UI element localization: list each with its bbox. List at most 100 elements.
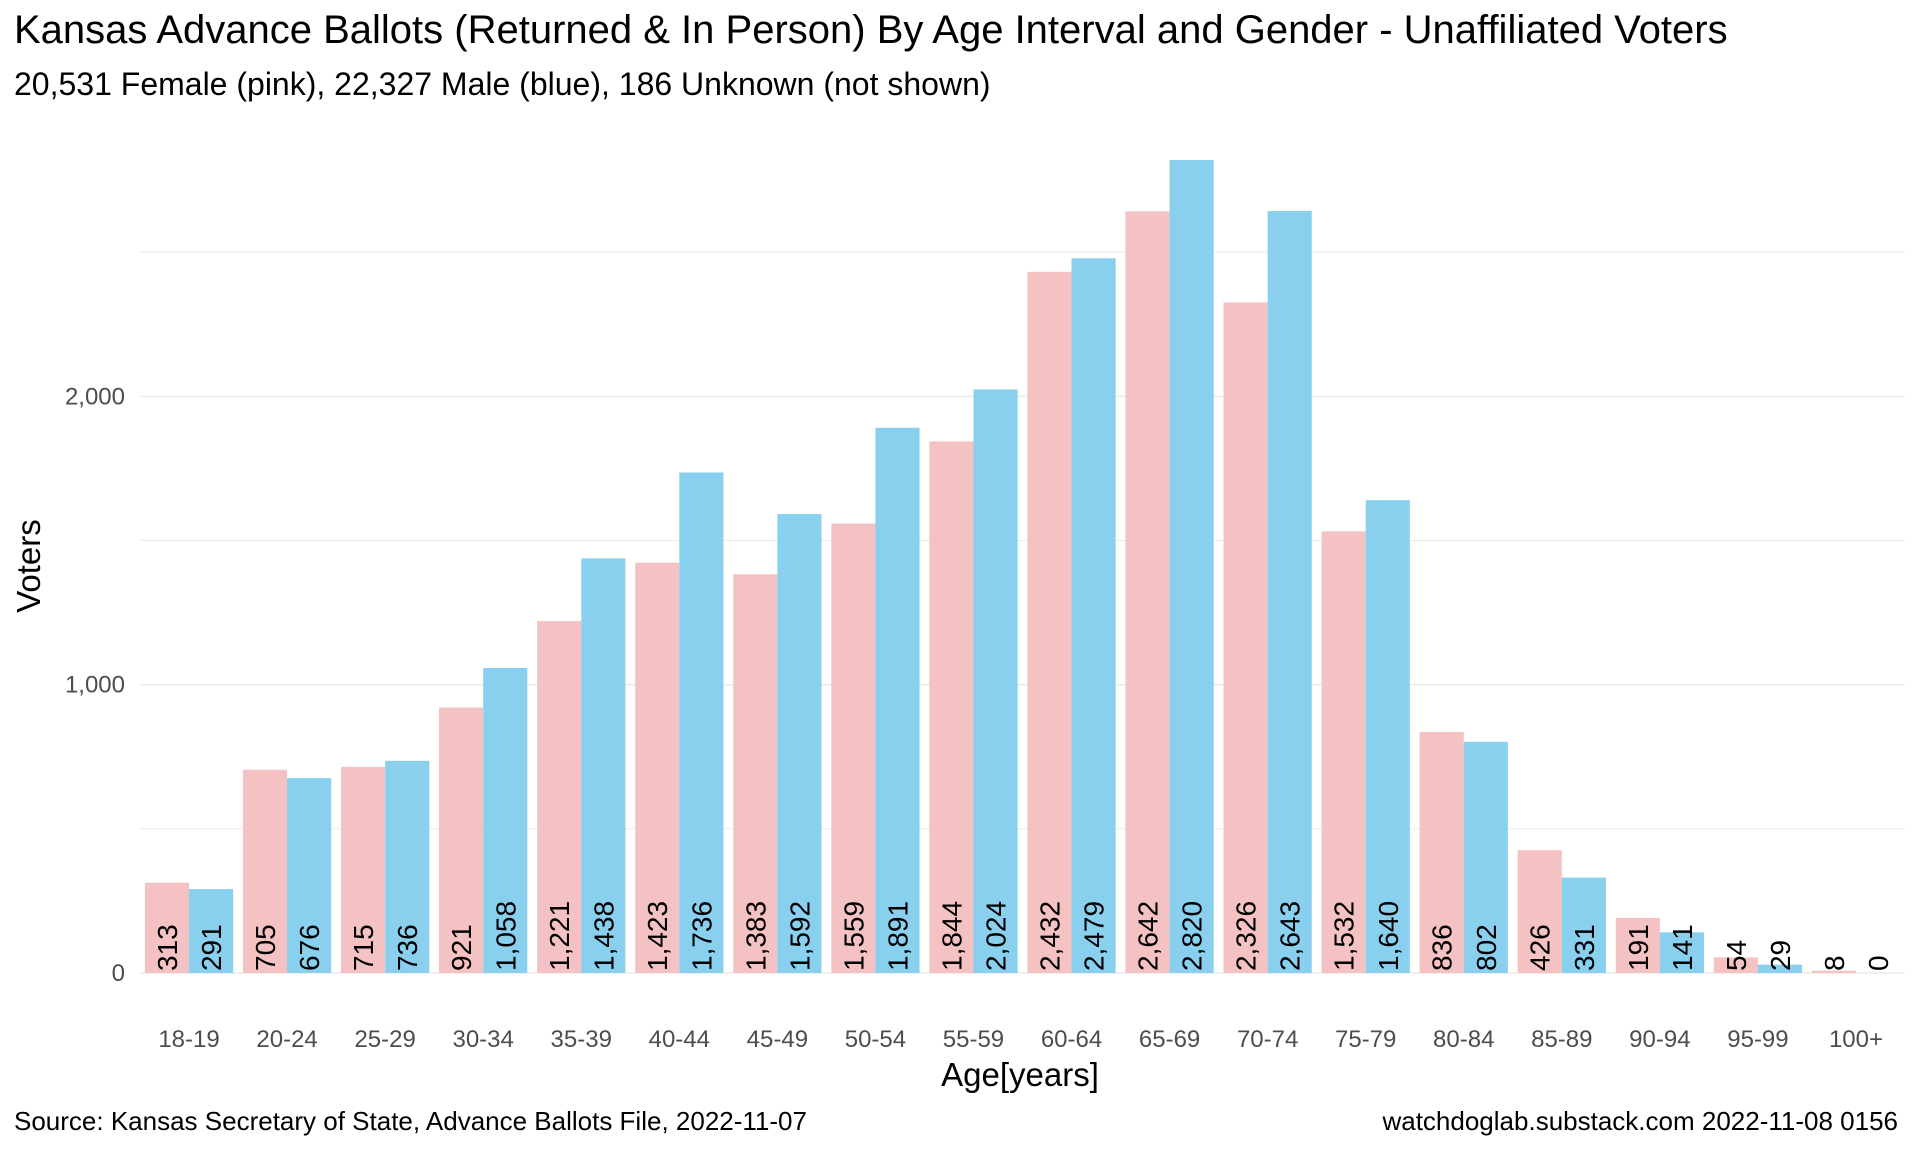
- x-tick-label: 50-54: [845, 1026, 906, 1053]
- bar-value-label: 54: [1721, 940, 1752, 971]
- bar-value-label: 29: [1765, 940, 1796, 971]
- female-bar: [341, 766, 386, 973]
- bar-value-label: 736: [392, 924, 423, 971]
- bar-value-label: 291: [196, 924, 227, 971]
- bar-value-label: 1,423: [642, 901, 673, 971]
- x-tick-label: 70-74: [1237, 1026, 1298, 1053]
- female-bar: [1713, 957, 1758, 973]
- x-tick-label: 90-94: [1629, 1026, 1690, 1053]
- female-bar: [1419, 731, 1464, 973]
- bar-value-label: 802: [1471, 924, 1502, 971]
- x-tick-label: 60-64: [1041, 1026, 1102, 1053]
- female-bar: [1027, 271, 1072, 973]
- bar-value-label: 1,592: [784, 901, 815, 971]
- bar-value-label: 1,844: [936, 901, 967, 971]
- male-bar: [189, 889, 234, 973]
- bar-value-label: 191: [1623, 924, 1654, 971]
- bar-value-label: 715: [348, 924, 379, 971]
- y-tick-label: 2,000: [65, 383, 125, 410]
- grid-lines: [140, 251, 1905, 974]
- x-tick-label: 35-39: [551, 1026, 612, 1053]
- male-bar: [1561, 877, 1606, 973]
- bar-value-label: 8: [1819, 955, 1850, 971]
- bar-value-label: 313: [152, 924, 183, 971]
- male-bar: [777, 514, 822, 973]
- female-bar: [929, 441, 974, 973]
- x-tick-label: 30-34: [452, 1026, 513, 1053]
- bar-value-label: 1,532: [1329, 901, 1360, 971]
- female-bar: [1811, 970, 1856, 973]
- bar-value-label: 836: [1427, 924, 1458, 971]
- x-tick-label: 25-29: [354, 1026, 415, 1053]
- y-axis-ticks: 0 1,000 2,000: [65, 383, 125, 987]
- bar-value-label: 426: [1525, 924, 1556, 971]
- bar-value-label: 2,326: [1231, 901, 1262, 971]
- x-tick-label: 40-44: [649, 1026, 710, 1053]
- bar-value-label: 2,642: [1133, 901, 1164, 971]
- male-bar: [1071, 258, 1116, 973]
- chart-title: Kansas Advance Ballots (Returned & In Pe…: [14, 8, 1728, 52]
- male-bar: [385, 760, 430, 973]
- source-caption: Source: Kansas Secretary of State, Advan…: [14, 1106, 807, 1136]
- female-bar: [831, 523, 876, 973]
- bar-value-label: 676: [294, 924, 325, 971]
- male-bar: [1757, 964, 1803, 973]
- bar-value-labels: 313 705 715 921 1,221 1,423 1,383 1,559 1,844 2,4…: [152, 901, 1894, 971]
- x-tick-label: 18-19: [158, 1026, 219, 1053]
- female-bar: [242, 769, 288, 973]
- male-bar: [1365, 500, 1410, 973]
- x-tick-label: 20-24: [256, 1026, 317, 1053]
- female-bar: [537, 620, 582, 973]
- male-bar: [1267, 211, 1312, 974]
- male-bar: [1659, 932, 1704, 973]
- male-bar: [287, 778, 332, 973]
- x-tick-label: 65-69: [1139, 1026, 1200, 1053]
- male-bar: [679, 472, 724, 973]
- female-bar: [1125, 211, 1170, 973]
- female-bar: [733, 574, 778, 973]
- bar-value-label: 2,820: [1177, 901, 1208, 971]
- bar-value-label: 1,383: [740, 901, 771, 971]
- bar-value-label: 2,024: [981, 901, 1012, 971]
- x-tick-label: 95-99: [1727, 1026, 1788, 1053]
- female-bar: [1615, 917, 1660, 973]
- bar-value-label: 921: [446, 924, 477, 971]
- x-tick-label: 100+: [1829, 1026, 1883, 1053]
- y-tick-label: 0: [112, 960, 125, 987]
- female-bar: [1517, 850, 1562, 973]
- x-tick-label: 55-59: [943, 1026, 1004, 1053]
- female-bar: [1223, 302, 1268, 973]
- male-bar: [875, 427, 920, 973]
- male-bar: [1169, 160, 1214, 973]
- male-bar: [1463, 741, 1508, 973]
- x-tick-label: 45-49: [747, 1026, 808, 1053]
- bar-value-label: 1,221: [544, 901, 575, 971]
- male-bar: [581, 558, 626, 973]
- bar-value-label: 1,891: [882, 901, 913, 971]
- female-bar: [439, 707, 484, 973]
- bar-value-label: 0: [1863, 955, 1894, 971]
- x-axis-ticks: 18-19 20-24 25-29 30-34 35-39 40-44 45-49 50-54…: [158, 1026, 1883, 1053]
- x-tick-label: 75-79: [1335, 1026, 1396, 1053]
- bar-value-label: 1,058: [490, 901, 521, 971]
- bar-value-label: 1,640: [1373, 901, 1404, 971]
- female-bar: [635, 562, 680, 973]
- x-tick-label: 80-84: [1433, 1026, 1494, 1053]
- bar-value-label: 1,736: [686, 901, 717, 971]
- male-bar: [973, 389, 1018, 973]
- bar-value-label: 2,643: [1275, 901, 1306, 971]
- x-tick-label: 85-89: [1531, 1026, 1592, 1053]
- bar-value-label: 705: [250, 924, 281, 971]
- y-axis-label: Voters: [10, 519, 47, 613]
- bar-value-label: 1,559: [838, 901, 869, 971]
- credit-caption: watchdoglab.substack.com 2022-11-08 0156: [1382, 1106, 1898, 1136]
- female-bar: [1321, 531, 1366, 973]
- bar-value-label: 2,479: [1079, 901, 1110, 971]
- bar-value-label: 331: [1569, 924, 1600, 971]
- bars: [144, 160, 1856, 974]
- chart-subtitle: 20,531 Female (pink), 22,327 Male (blue)…: [14, 66, 991, 102]
- male-bar: [483, 667, 528, 973]
- bar-value-label: 2,432: [1034, 901, 1065, 971]
- female-bar: [144, 882, 190, 973]
